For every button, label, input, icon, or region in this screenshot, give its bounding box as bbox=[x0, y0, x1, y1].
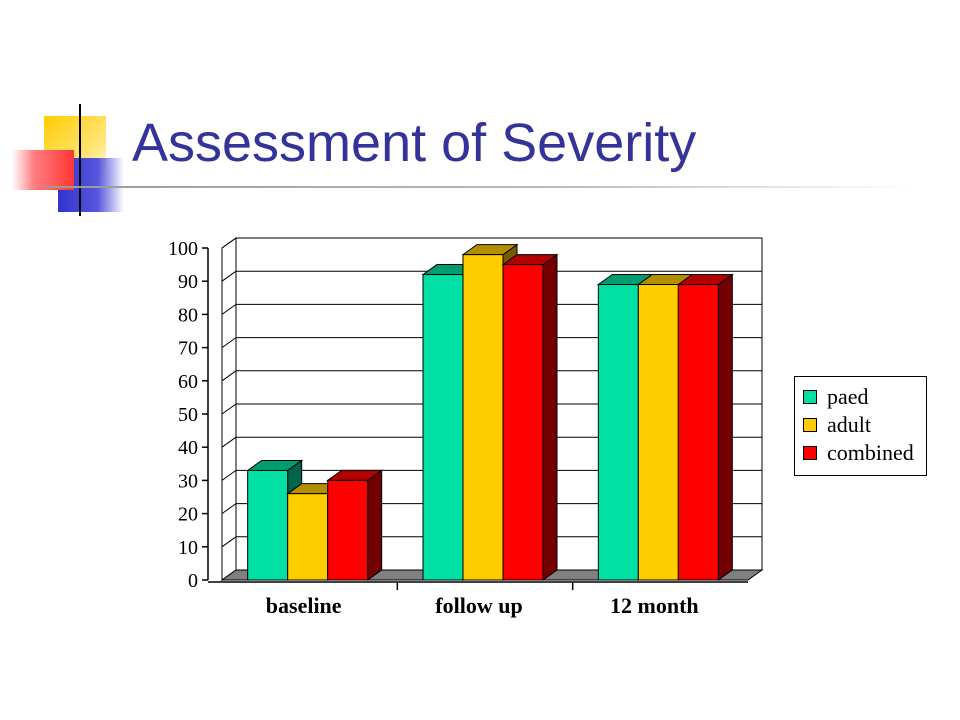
legend-swatch bbox=[803, 418, 817, 432]
y-tick-label: 80 bbox=[178, 304, 198, 326]
decor-vertical-line bbox=[79, 104, 81, 216]
legend-swatch bbox=[803, 446, 817, 460]
bar-side-combined bbox=[542, 253, 558, 581]
gridline-side bbox=[221, 370, 237, 382]
x-tick-label: 12 month bbox=[610, 593, 699, 618]
bar-combined bbox=[327, 479, 369, 581]
legend-item-paed: paed bbox=[803, 384, 869, 409]
y-tick-label: 50 bbox=[178, 404, 198, 426]
gridline-side bbox=[221, 237, 237, 249]
legend-label: paed bbox=[827, 384, 869, 409]
x-tick-label: follow up bbox=[435, 593, 522, 618]
title-underline bbox=[44, 186, 914, 188]
y-tick-label: 10 bbox=[178, 537, 198, 559]
y-tick-label: 20 bbox=[178, 504, 198, 526]
decor-red-bar bbox=[12, 150, 74, 190]
bar-paed bbox=[422, 274, 464, 581]
bar-side-combined bbox=[717, 273, 733, 581]
legend-label: combined bbox=[827, 440, 914, 465]
bar-combined bbox=[677, 284, 719, 581]
gridline-side bbox=[221, 503, 237, 515]
bar-side-combined bbox=[367, 469, 383, 581]
chart-legend: paed adult combined bbox=[794, 376, 927, 476]
bar-paed bbox=[247, 469, 289, 581]
y-tick-label: 30 bbox=[178, 470, 198, 492]
gridline-side bbox=[221, 469, 237, 481]
bar-combined bbox=[502, 264, 544, 581]
y-tick-label: 90 bbox=[178, 271, 198, 293]
x-tick-label: baseline bbox=[266, 593, 342, 618]
y-tick-label: 0 bbox=[188, 570, 198, 592]
y-tick-label: 60 bbox=[178, 371, 198, 393]
gridline-side bbox=[221, 536, 237, 548]
gridline-side bbox=[221, 270, 237, 282]
y-tick-label: 100 bbox=[168, 238, 198, 260]
bar-paed bbox=[597, 284, 639, 581]
gridline-side bbox=[221, 337, 237, 349]
slide-title: Assessment of Severity bbox=[132, 113, 697, 173]
gridline-side bbox=[221, 403, 237, 415]
bar-adult bbox=[637, 284, 679, 581]
gridline-side bbox=[221, 436, 237, 448]
legend-swatch bbox=[803, 390, 817, 404]
bar-adult bbox=[287, 493, 329, 581]
legend-label: adult bbox=[827, 412, 871, 437]
bar-adult bbox=[462, 254, 504, 581]
legend-item-combined: combined bbox=[803, 440, 914, 465]
gridline-side bbox=[221, 303, 237, 315]
y-tick-label: 70 bbox=[178, 338, 198, 360]
y-tick-label: 40 bbox=[178, 437, 198, 459]
legend-item-adult: adult bbox=[803, 412, 871, 437]
